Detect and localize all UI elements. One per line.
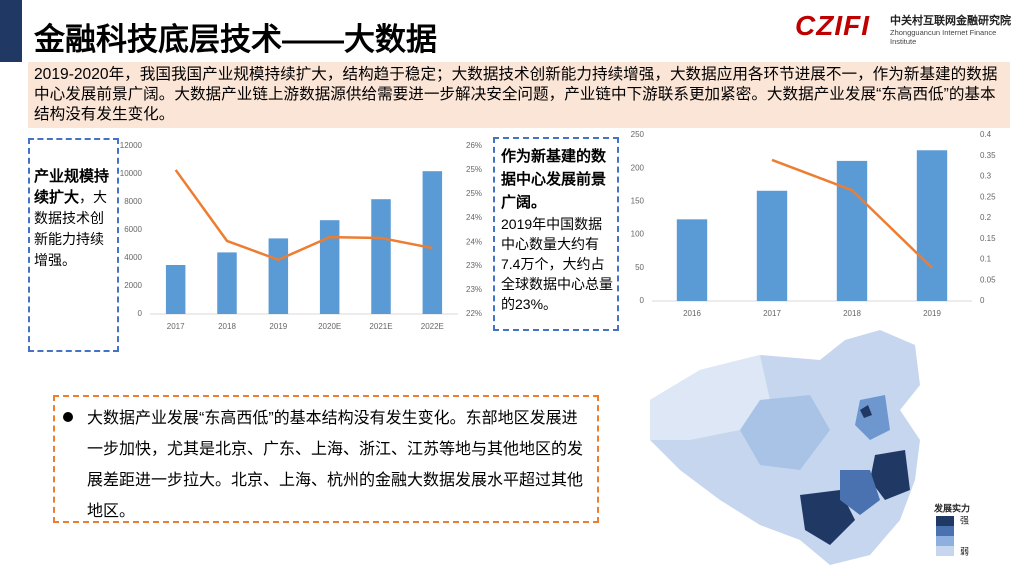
y-tick-label: 12000 — [120, 141, 143, 150]
y2-tick-label: 0.25 — [980, 192, 996, 201]
box-body: 2019年中国数据中心数量大约有7.4万个，大约占全球数据中心总量的23%。 — [501, 216, 613, 312]
box-heading: 作为新基建的数据中心发展前景广阔。 — [501, 148, 607, 211]
map-region — [800, 490, 855, 545]
legend-swatch — [936, 546, 954, 556]
y2-tick-label: 0.35 — [980, 151, 996, 160]
bar — [836, 160, 868, 301]
bar — [319, 220, 340, 314]
corner-bar — [0, 0, 22, 62]
x-tick-label: 2017 — [763, 309, 781, 318]
x-tick-label: 2019 — [923, 309, 941, 318]
bar — [371, 199, 391, 314]
y-tick-label: 250 — [631, 130, 645, 139]
y-tick-label: 2000 — [124, 281, 142, 290]
y-tick-label: 0 — [138, 309, 143, 318]
bullet-box: 大数据产业发展“东高西低”的基本结构没有发生变化。东部地区发展进一步加快，尤其是… — [53, 395, 599, 523]
x-tick-label: 2019 — [269, 322, 287, 331]
logo-name-en: Zhongguancun Internet Finance Institute — [890, 28, 997, 46]
slide-title: 金融科技底层技术——大数据 — [34, 22, 437, 57]
box-heading: 产业规模持续扩大 — [34, 168, 110, 206]
bar — [756, 190, 788, 301]
line — [771, 158, 933, 269]
box-left: 产业规模持续扩大，大数据技术创新能力持续增强。 — [28, 138, 119, 352]
bar — [422, 171, 443, 314]
box-right: 作为新基建的数据中心发展前景广阔。 2019年中国数据中心数量大约有7.4万个，大… — [493, 137, 619, 331]
map-west — [650, 355, 770, 440]
x-tick-label: 2018 — [843, 309, 861, 318]
x-tick-label: 2022E — [421, 322, 444, 331]
x-tick-label: 2021E — [369, 322, 392, 331]
map-region — [870, 450, 910, 500]
china-map: 发展实力 强 弱 — [650, 330, 970, 565]
y-tick-label: 10000 — [120, 169, 143, 178]
y2-tick-label: 0 — [980, 296, 985, 305]
y2-tick-label: 0.1 — [980, 255, 992, 264]
y-tick-label: 150 — [631, 197, 645, 206]
y2-tick-label: 25% — [466, 189, 482, 198]
y2-tick-label: 0.05 — [980, 275, 996, 284]
y2-tick-label: 0.3 — [980, 172, 992, 181]
bar — [676, 219, 708, 301]
logo-name: 中关村互联网金融研究院 — [890, 15, 1011, 27]
map-central — [740, 395, 830, 470]
y2-tick-label: 22% — [466, 309, 482, 318]
bar — [268, 238, 289, 314]
x-tick-label: 2018 — [218, 322, 236, 331]
y-tick-label: 4000 — [124, 253, 142, 262]
legend-low: 弱 — [960, 546, 969, 556]
y2-tick-label: 24% — [466, 237, 482, 246]
y-tick-label: 100 — [631, 230, 645, 239]
intro: 2019-2020年，我国我国产业规模持续扩大，结构趋于稳定；大数据技术创新能力… — [28, 62, 1010, 128]
legend-swatch — [936, 526, 954, 536]
y-tick-label: 8000 — [124, 197, 142, 206]
legend-high: 强 — [960, 515, 969, 525]
box-body: 大数据技术创新能力持续增强。 — [34, 189, 108, 268]
y-tick-label: 200 — [631, 163, 645, 172]
legend-title: 发展实力 — [933, 502, 970, 513]
y2-tick-label: 0.2 — [980, 213, 992, 222]
bar — [916, 150, 948, 301]
line — [174, 169, 433, 262]
bar — [217, 252, 237, 314]
map-region — [840, 470, 880, 515]
logo-mark: CZIFI — [795, 10, 870, 41]
legend-swatch — [936, 536, 954, 546]
y2-tick-label: 23% — [466, 261, 482, 270]
map-region — [860, 405, 872, 418]
y2-tick-label: 24% — [466, 213, 482, 222]
y2-tick-label: 0.4 — [980, 130, 992, 139]
y-tick-label: 50 — [635, 263, 644, 272]
box-comma: ， — [79, 189, 94, 205]
y2-tick-label: 0.15 — [980, 234, 996, 243]
y-tick-label: 6000 — [124, 225, 142, 234]
y-tick-label: 0 — [640, 296, 645, 305]
bar — [165, 265, 186, 314]
y2-tick-label: 23% — [466, 285, 482, 294]
bullet-dot — [63, 412, 73, 422]
y2-tick-label: 25% — [466, 165, 482, 174]
x-tick-label: 2016 — [683, 309, 701, 318]
y2-tick-label: 26% — [466, 141, 482, 150]
x-tick-label: 2017 — [167, 322, 185, 331]
x-tick-label: 2020E — [318, 322, 341, 331]
map-region — [855, 395, 890, 440]
bullet-text: 大数据产业发展“东高西低”的基本结构没有发生变化。东部地区发展进一步加快，尤其是… — [87, 410, 584, 520]
legend-swatch — [936, 516, 954, 526]
